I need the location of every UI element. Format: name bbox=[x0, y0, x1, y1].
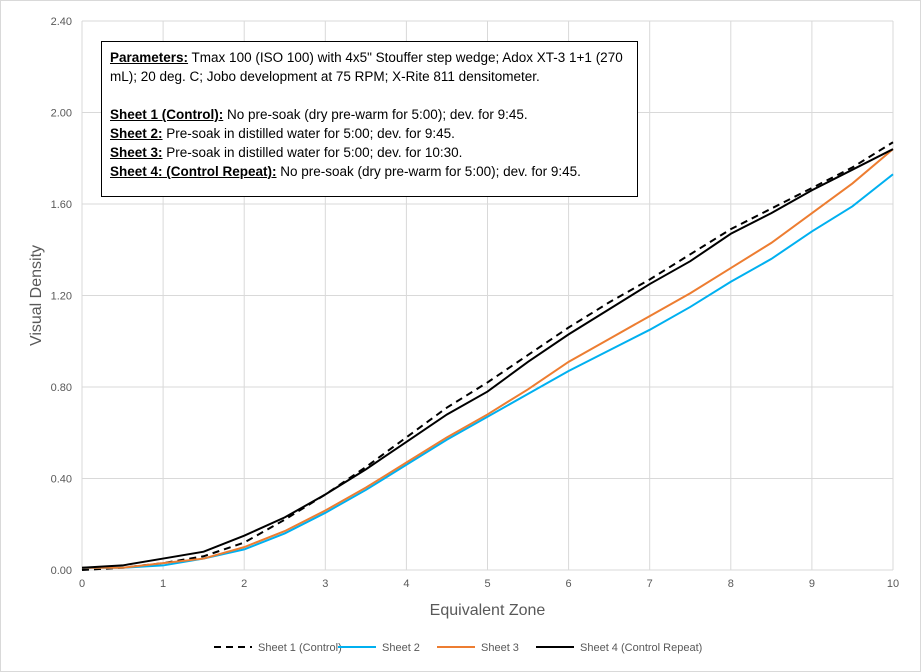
sheet-note-text: No pre-soak (dry pre-warm for 5:00); dev… bbox=[276, 164, 581, 179]
x-tick-label: 8 bbox=[728, 578, 734, 590]
y-tick-label: 1.60 bbox=[51, 199, 72, 211]
y-tick-label: 0.40 bbox=[51, 474, 72, 486]
y-tick-label: 2.00 bbox=[51, 108, 72, 120]
sheet-note-label: Sheet 4: (Control Repeat): bbox=[110, 164, 277, 179]
sheet-note-text: No pre-soak (dry pre-warm for 5:00); dev… bbox=[223, 107, 528, 122]
y-tick-label: 1.20 bbox=[51, 291, 72, 303]
y-tick-label: 0.00 bbox=[51, 565, 72, 577]
parameters-text: Tmax 100 (ISO 100) with 4x5" Stouffer st… bbox=[110, 50, 623, 84]
legend-label-3: Sheet 3 bbox=[481, 642, 519, 654]
series-line-1 bbox=[81, 141, 894, 571]
sheet-note: Sheet 2: Pre-soak in distilled water for… bbox=[110, 124, 629, 143]
x-axis-label: Equivalent Zone bbox=[430, 602, 546, 619]
x-tick-label: 7 bbox=[647, 578, 653, 590]
x-tick-label: 1 bbox=[160, 578, 166, 590]
sheet-note-text: Pre-soak in distilled water for 5:00; de… bbox=[162, 126, 455, 141]
legend-label-4: Sheet 4 (Control Repeat) bbox=[580, 642, 702, 654]
sheet-note: Sheet 3: Pre-soak in distilled water for… bbox=[110, 143, 629, 162]
x-tick-label: 5 bbox=[484, 578, 490, 590]
x-tick-label: 2 bbox=[241, 578, 247, 590]
sheet-note-text: Pre-soak in distilled water for 5:00; de… bbox=[162, 145, 463, 160]
x-tick-label: 10 bbox=[887, 578, 899, 590]
x-tick-label: 9 bbox=[809, 578, 815, 590]
parameters-line: Parameters: Tmax 100 (ISO 100) with 4x5"… bbox=[110, 48, 629, 86]
sheet-note-label: Sheet 3: bbox=[110, 145, 163, 160]
sheet-note: Sheet 1 (Control): No pre-soak (dry pre-… bbox=[110, 105, 629, 124]
legend-label-2: Sheet 2 bbox=[382, 642, 420, 654]
parameters-annotation: Parameters: Tmax 100 (ISO 100) with 4x5"… bbox=[101, 41, 638, 197]
y-axis-label: Visual Density bbox=[28, 245, 45, 346]
legend-label-1: Sheet 1 (Control) bbox=[258, 642, 342, 654]
y-tick-label: 0.80 bbox=[51, 382, 72, 394]
x-tick-label: 4 bbox=[403, 578, 409, 590]
sheet-note-label: Sheet 1 (Control): bbox=[110, 107, 224, 122]
x-tick-label: 3 bbox=[322, 578, 328, 590]
x-tick-label: 6 bbox=[566, 578, 572, 590]
parameters-label: Parameters: bbox=[110, 50, 189, 65]
y-tick-label: 2.40 bbox=[51, 16, 72, 28]
sheet-note-label: Sheet 2: bbox=[110, 126, 163, 141]
series-line-4 bbox=[81, 148, 894, 569]
sheet-note: Sheet 4: (Control Repeat): No pre-soak (… bbox=[110, 162, 629, 181]
x-tick-label: 0 bbox=[79, 578, 85, 590]
series-line-3 bbox=[82, 148, 894, 569]
